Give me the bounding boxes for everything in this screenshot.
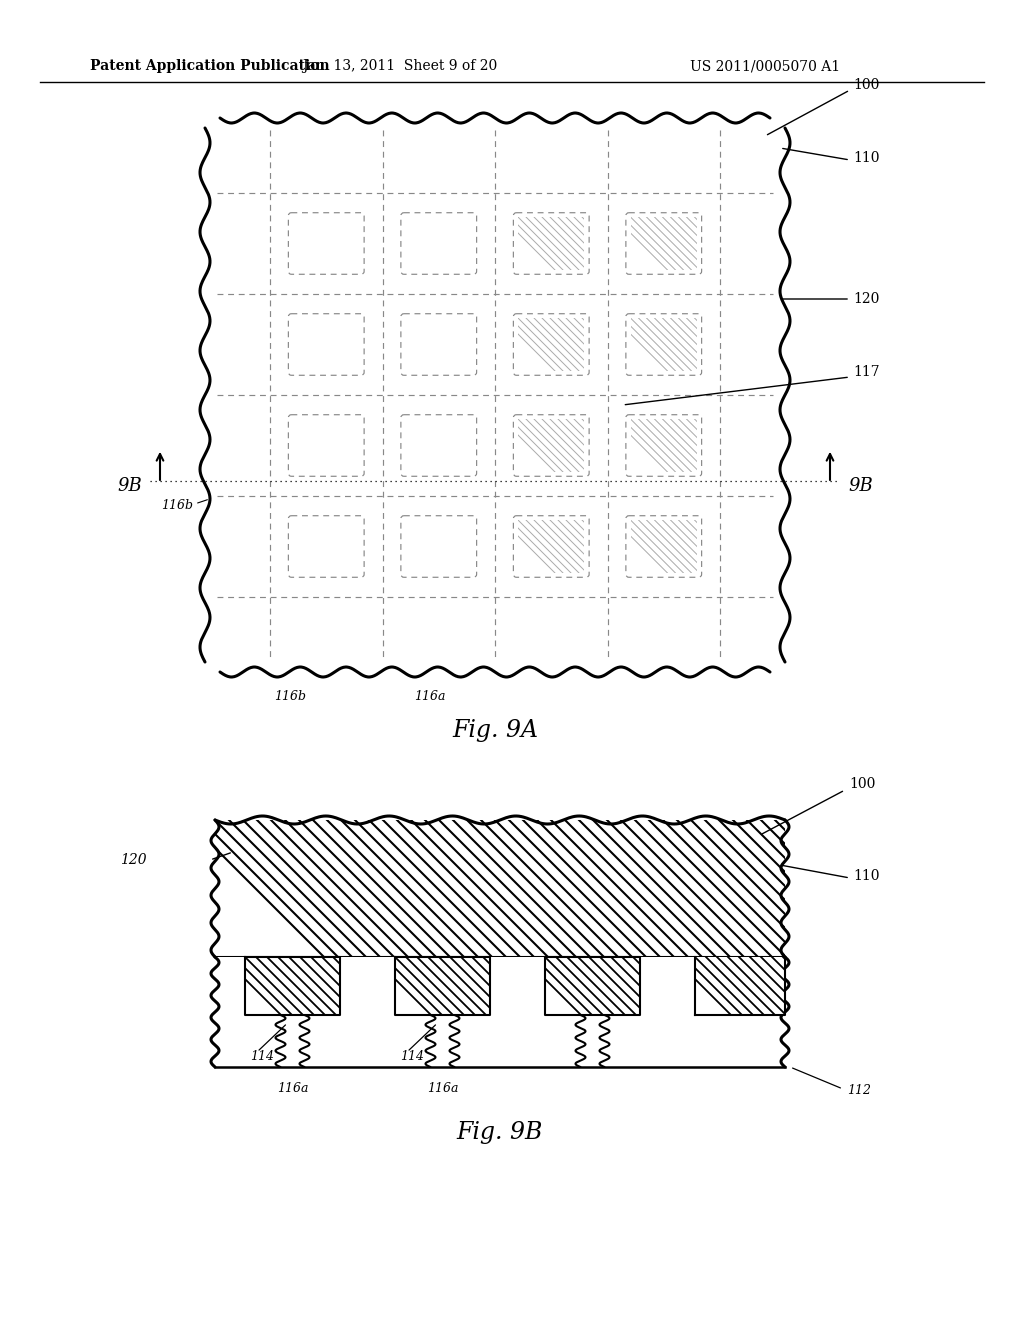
Text: 114: 114 [250, 1051, 274, 1064]
Bar [695, 957, 785, 1015]
Text: 120: 120 [121, 853, 147, 867]
Text: Fig. 9B: Fig. 9B [457, 1121, 543, 1143]
Text: 110: 110 [853, 150, 880, 165]
Text: Patent Application Publication: Patent Application Publication [90, 59, 330, 73]
Text: 116b: 116b [161, 499, 193, 512]
Bar [215, 957, 785, 1067]
Text: US 2011/0005070 A1: US 2011/0005070 A1 [690, 59, 840, 73]
Text: 112: 112 [847, 1085, 871, 1097]
Text: 114: 114 [400, 1051, 424, 1064]
Bar [245, 957, 340, 1015]
Text: 110: 110 [853, 869, 880, 883]
Text: Jan. 13, 2011  Sheet 9 of 20: Jan. 13, 2011 Sheet 9 of 20 [302, 59, 498, 73]
Bar [215, 820, 785, 957]
Text: 116a: 116a [276, 1082, 308, 1096]
Bar [545, 957, 640, 1015]
Text: 120: 120 [853, 292, 880, 306]
Text: 100: 100 [849, 777, 876, 791]
Text: 9B: 9B [848, 477, 872, 495]
Text: 100: 100 [853, 78, 880, 92]
Text: 9B: 9B [118, 477, 142, 495]
Bar [395, 957, 490, 1015]
Text: 116a: 116a [415, 689, 445, 702]
Text: 116b: 116b [274, 689, 306, 702]
Text: Fig. 9A: Fig. 9A [452, 718, 538, 742]
Text: 117: 117 [853, 366, 880, 379]
Text: 116a: 116a [427, 1082, 459, 1096]
